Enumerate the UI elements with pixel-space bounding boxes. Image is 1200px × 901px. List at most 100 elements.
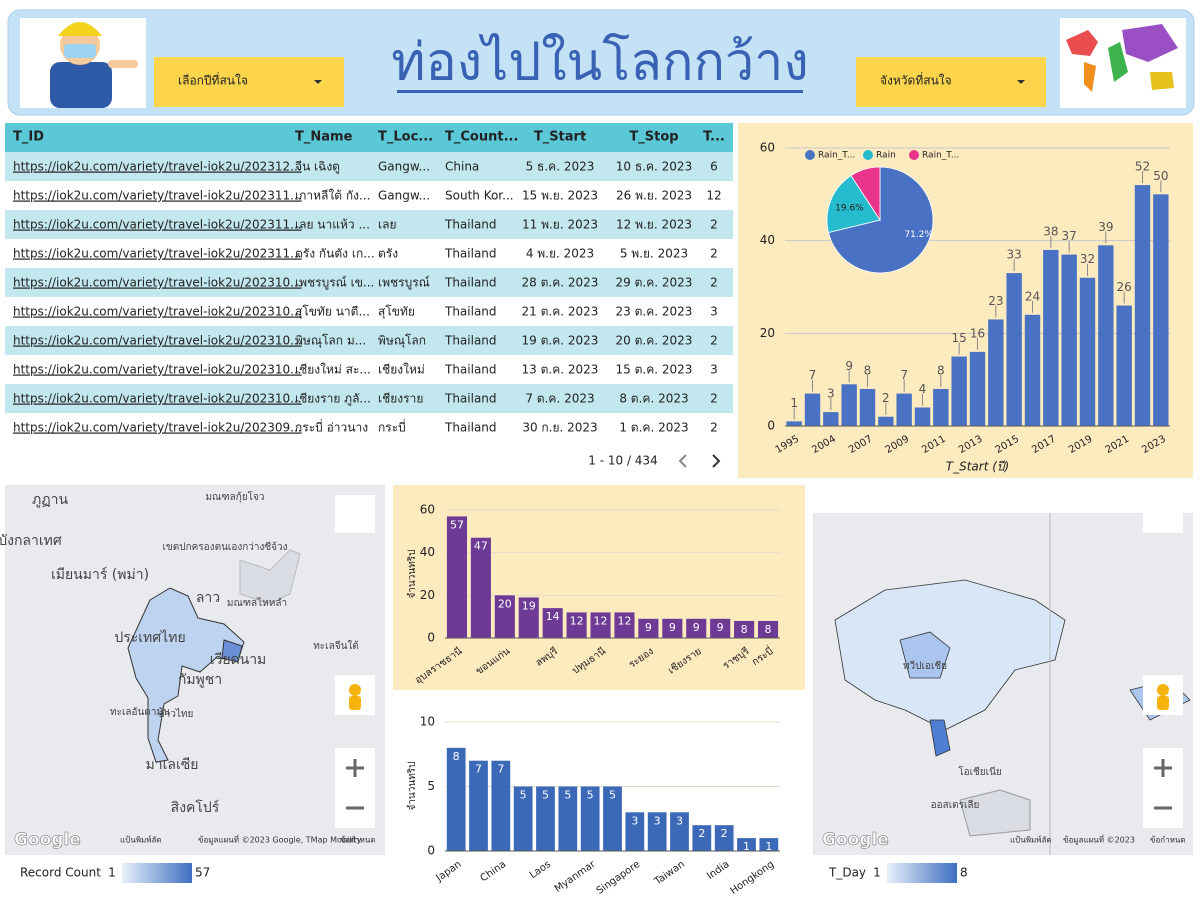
cell: กระบี่ อ่าวนาง xyxy=(295,419,368,435)
dropdown-province[interactable] xyxy=(856,57,1046,107)
cell: China xyxy=(445,160,479,174)
cell: เชียงใหม่ สะ... xyxy=(295,363,371,377)
y-tick-label: 40 xyxy=(760,233,775,247)
google-logo: Google xyxy=(14,830,81,850)
legend-max: 57 xyxy=(195,866,210,880)
data-label: 7 xyxy=(497,763,504,776)
cell: https://iok2u.com/variety/travel-iok2u/2… xyxy=(13,218,302,232)
prev-page[interactable] xyxy=(678,454,687,468)
data-label: 23 xyxy=(988,294,1003,308)
x-tick-label: Japan xyxy=(434,859,464,885)
dropdown-year-label: เลือกปีที่สนใจ xyxy=(178,72,248,88)
data-label: 5 xyxy=(587,789,594,802)
legend-max: 8 xyxy=(960,866,968,880)
bar xyxy=(1024,314,1041,426)
bar xyxy=(558,786,578,851)
legend-title: T_Day xyxy=(828,866,866,880)
map-label: โอเชียเนีย xyxy=(958,765,1002,778)
map-label: ประเทศไทย xyxy=(114,629,185,646)
cell: 2 xyxy=(710,421,718,435)
cell: สุโขทัย xyxy=(378,305,415,320)
data-label: 3 xyxy=(827,387,835,401)
bar xyxy=(823,412,839,426)
cell: Thailand xyxy=(444,334,497,348)
dropdown-arrow xyxy=(314,80,322,84)
next-page[interactable] xyxy=(712,454,721,468)
data-label: 20 xyxy=(498,597,512,610)
data-label: 8 xyxy=(864,363,872,377)
pie-slice xyxy=(828,166,934,274)
bar xyxy=(670,812,689,851)
cell: Thailand xyxy=(444,218,497,232)
data-label: 5 xyxy=(564,789,571,802)
cell: 15 ต.ค. 2023 xyxy=(616,363,693,377)
cell: 21 ต.ค. 2023 xyxy=(522,305,599,319)
data-label: 1 xyxy=(790,396,798,410)
google-logo: Google xyxy=(822,830,889,850)
data-label: 14 xyxy=(546,610,560,623)
map-label: บังกลาเทศ xyxy=(0,533,62,549)
map-label: มณฑลกุ้ยโจว xyxy=(205,490,264,503)
data-label: 52 xyxy=(1135,160,1150,174)
data-table: T_ID T_Name T_Loc... T_Count... T_Start T_Sto… xyxy=(5,130,733,468)
bar xyxy=(1079,277,1096,426)
map-label: เวียดนาม xyxy=(210,652,267,668)
data-label: 1 xyxy=(765,840,772,853)
bar xyxy=(951,356,967,426)
fullscreen-button[interactable] xyxy=(1143,495,1183,533)
data-label: 8 xyxy=(937,363,945,377)
bar xyxy=(590,612,611,638)
bar xyxy=(491,760,511,851)
map-footer: ข้อมูลแผนที่ ©2023 xyxy=(1063,834,1135,846)
dropdown-arrow xyxy=(1017,80,1025,84)
data-label: 19 xyxy=(522,599,536,612)
cell: 30 ก.ย. 2023 xyxy=(522,421,597,435)
cell: https://iok2u.com/variety/travel-iok2u/2… xyxy=(13,247,302,261)
cell: 2 xyxy=(710,247,718,261)
data-label: 7 xyxy=(475,763,482,776)
map-label: อ่าวไทย xyxy=(159,708,194,720)
page-title: ท่องไปในโลกกว้าง xyxy=(391,33,809,93)
cell: https://iok2u.com/variety/travel-iok2u/2… xyxy=(13,189,302,203)
map-label: เมียนมาร์ (พม่า) xyxy=(51,566,149,583)
cell: 3 xyxy=(710,363,718,377)
dropdown-year[interactable] xyxy=(154,57,344,107)
data-label: 4 xyxy=(919,382,927,396)
data-label: 32 xyxy=(1080,252,1095,266)
map-footer: แป้นพิมพ์ลัด xyxy=(1010,835,1052,845)
cell: 15 พ.ย. 2023 xyxy=(522,189,598,203)
data-label: 9 xyxy=(669,621,676,634)
bar xyxy=(494,595,515,638)
map-footer: ข้อกำหนด xyxy=(1150,836,1186,845)
column-header: T_Start xyxy=(534,130,586,145)
x-tick-label: China xyxy=(479,859,509,884)
cell: 7 ต.ค. 2023 xyxy=(525,392,594,406)
bar xyxy=(1006,273,1022,426)
cell: 6 xyxy=(710,160,718,174)
map-footer: ข้อมูลแผนที่ ©2023 Google, TMap Mobility xyxy=(198,834,362,846)
bar xyxy=(580,786,600,851)
data-label: 2 xyxy=(882,391,890,405)
bar xyxy=(469,760,488,851)
data-label: 24 xyxy=(1025,289,1040,303)
bar xyxy=(513,786,533,851)
data-label: 7 xyxy=(809,368,817,382)
data-label: 8 xyxy=(453,750,460,763)
bar xyxy=(914,407,931,426)
data-label: 33 xyxy=(1007,248,1022,262)
bar xyxy=(734,620,755,638)
cell: Thailand xyxy=(444,276,497,290)
cell: https://iok2u.com/variety/travel-iok2u/2… xyxy=(13,160,302,174)
bar xyxy=(470,537,491,638)
column-header: T_Stop xyxy=(629,130,678,145)
data-label: 26 xyxy=(1117,280,1132,294)
cell: จีน เฉิงตู xyxy=(295,160,340,175)
y-axis-title: จำนวนทริป xyxy=(407,549,418,598)
y-tick-label: 0 xyxy=(767,419,775,433)
bar xyxy=(603,786,622,851)
fullscreen-button[interactable] xyxy=(335,495,375,533)
data-label: 9 xyxy=(717,621,724,634)
cell: Thailand xyxy=(444,363,497,377)
x-axis-title: T_Start (ปี) xyxy=(946,460,1009,474)
